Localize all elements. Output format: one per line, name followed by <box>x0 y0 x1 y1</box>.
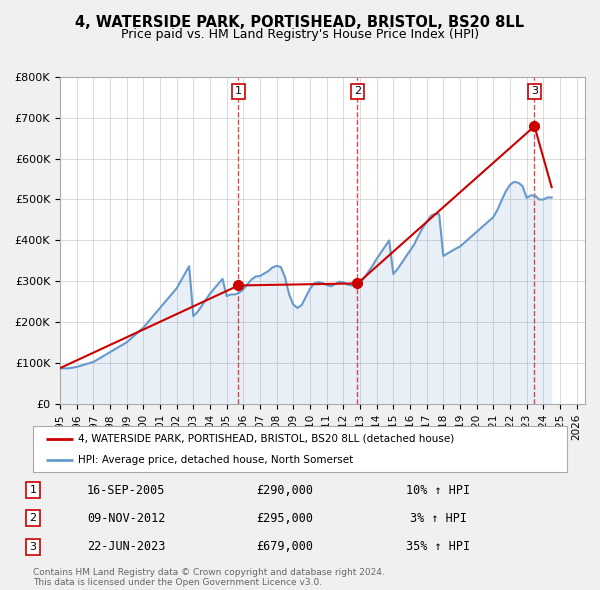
Text: Contains HM Land Registry data © Crown copyright and database right 2024.: Contains HM Land Registry data © Crown c… <box>33 568 385 577</box>
Text: £679,000: £679,000 <box>257 540 314 553</box>
Text: 3: 3 <box>531 87 538 96</box>
Text: 3: 3 <box>29 542 37 552</box>
Text: 35% ↑ HPI: 35% ↑ HPI <box>406 540 470 553</box>
Text: 1: 1 <box>29 485 37 495</box>
Text: £295,000: £295,000 <box>257 512 314 525</box>
Text: This data is licensed under the Open Government Licence v3.0.: This data is licensed under the Open Gov… <box>33 578 322 588</box>
Text: 22-JUN-2023: 22-JUN-2023 <box>87 540 165 553</box>
Text: 2: 2 <box>29 513 37 523</box>
Text: 09-NOV-2012: 09-NOV-2012 <box>87 512 165 525</box>
Text: 3% ↑ HPI: 3% ↑ HPI <box>409 512 467 525</box>
Text: HPI: Average price, detached house, North Somerset: HPI: Average price, detached house, Nort… <box>79 455 353 466</box>
Text: 10% ↑ HPI: 10% ↑ HPI <box>406 484 470 497</box>
Text: 1: 1 <box>235 87 242 96</box>
Text: Price paid vs. HM Land Registry's House Price Index (HPI): Price paid vs. HM Land Registry's House … <box>121 28 479 41</box>
Text: £290,000: £290,000 <box>257 484 314 497</box>
Text: 4, WATERSIDE PARK, PORTISHEAD, BRISTOL, BS20 8LL: 4, WATERSIDE PARK, PORTISHEAD, BRISTOL, … <box>76 15 524 30</box>
Text: 16-SEP-2005: 16-SEP-2005 <box>87 484 165 497</box>
Text: 2: 2 <box>354 87 361 96</box>
Text: 4, WATERSIDE PARK, PORTISHEAD, BRISTOL, BS20 8LL (detached house): 4, WATERSIDE PARK, PORTISHEAD, BRISTOL, … <box>79 434 455 444</box>
